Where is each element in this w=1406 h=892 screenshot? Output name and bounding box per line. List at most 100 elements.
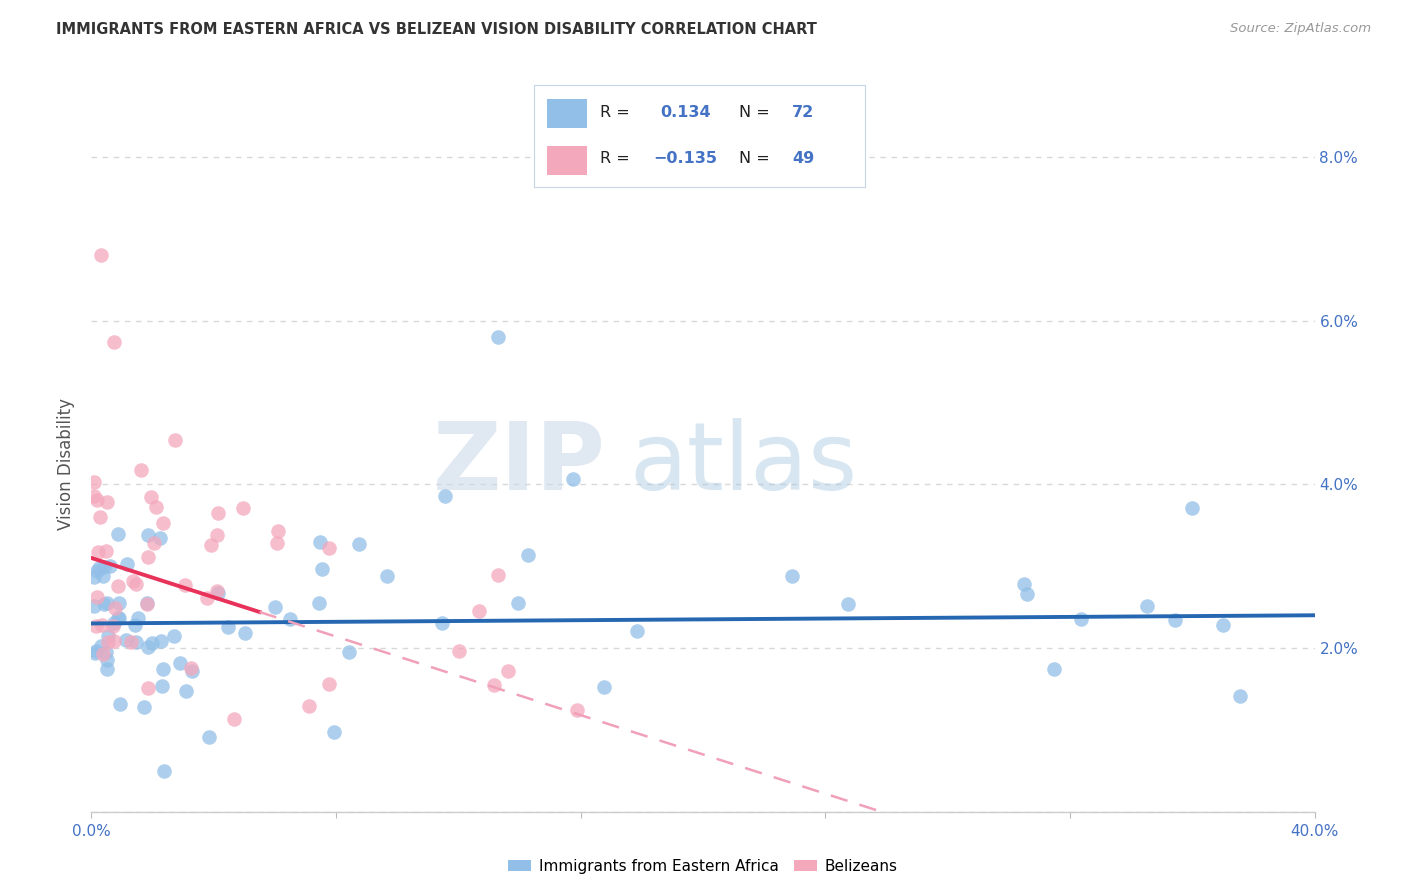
Point xyxy=(94,543,117,558)
Point xyxy=(90,248,112,262)
Point xyxy=(1229,689,1251,703)
Point xyxy=(1212,618,1234,632)
Point xyxy=(337,645,360,659)
Point xyxy=(195,591,218,605)
Point xyxy=(278,612,301,626)
Point xyxy=(90,639,112,653)
Point xyxy=(217,620,239,634)
Point xyxy=(108,610,131,624)
Point xyxy=(207,586,229,600)
Point xyxy=(232,500,254,515)
Point xyxy=(163,629,186,643)
Point xyxy=(150,679,173,693)
Point xyxy=(264,600,287,615)
Point xyxy=(83,475,105,489)
Point xyxy=(141,636,163,650)
Point xyxy=(89,509,111,524)
Text: ZIP: ZIP xyxy=(432,417,605,510)
Point xyxy=(122,574,145,589)
Point xyxy=(169,656,191,670)
Point xyxy=(84,646,107,660)
Point xyxy=(205,527,228,541)
Point xyxy=(780,568,803,582)
Point xyxy=(96,495,118,509)
Point xyxy=(174,684,197,698)
Point xyxy=(150,633,173,648)
Point xyxy=(83,489,105,503)
Point xyxy=(308,534,330,549)
Point xyxy=(626,624,648,638)
Point xyxy=(163,434,186,448)
Point xyxy=(136,528,159,542)
Text: R =: R = xyxy=(600,105,630,120)
Point xyxy=(84,619,107,633)
Point xyxy=(482,678,505,692)
Point xyxy=(375,569,398,583)
Point xyxy=(181,664,204,678)
Text: R =: R = xyxy=(600,151,630,166)
Point xyxy=(139,490,162,504)
Point xyxy=(138,681,160,696)
Point xyxy=(91,647,114,661)
Point xyxy=(117,557,139,571)
Text: 0.134: 0.134 xyxy=(659,105,710,120)
Point xyxy=(101,619,124,633)
Point xyxy=(84,644,107,658)
Text: 49: 49 xyxy=(792,151,814,166)
Legend: Immigrants from Eastern Africa, Belizeans: Immigrants from Eastern Africa, Belizean… xyxy=(502,853,904,880)
Point xyxy=(86,564,108,578)
Point xyxy=(91,617,114,632)
Point xyxy=(152,662,174,676)
Y-axis label: Vision Disability: Vision Disability xyxy=(58,398,76,530)
Point xyxy=(103,615,125,630)
Point xyxy=(180,661,202,675)
Point xyxy=(1136,599,1159,614)
Point xyxy=(96,653,118,667)
Point xyxy=(136,640,159,655)
Point xyxy=(93,560,115,574)
Point xyxy=(86,492,108,507)
Bar xyxy=(547,99,588,128)
Point xyxy=(125,576,148,591)
Point xyxy=(108,698,131,712)
Point xyxy=(311,561,333,575)
Point xyxy=(129,463,152,477)
Point xyxy=(1012,576,1035,591)
Text: IMMIGRANTS FROM EASTERN AFRICA VS BELIZEAN VISION DISABILITY CORRELATION CHART: IMMIGRANTS FROM EASTERN AFRICA VS BELIZE… xyxy=(56,22,817,37)
Point xyxy=(1163,614,1185,628)
Point xyxy=(125,635,148,649)
Point xyxy=(96,662,118,676)
Point xyxy=(308,596,330,610)
Point xyxy=(449,644,471,658)
Point xyxy=(486,568,509,582)
Point xyxy=(135,597,157,611)
Point xyxy=(1043,662,1066,676)
Point xyxy=(97,629,120,643)
Point xyxy=(152,764,174,778)
Point xyxy=(433,489,456,503)
Point xyxy=(516,548,538,562)
Point xyxy=(103,634,125,648)
Point xyxy=(837,597,859,611)
Point xyxy=(233,626,256,640)
Point xyxy=(87,545,110,559)
Point xyxy=(593,680,616,694)
Point xyxy=(430,615,453,630)
Point xyxy=(108,596,131,610)
Point xyxy=(94,645,117,659)
Point xyxy=(267,524,290,538)
Point xyxy=(103,334,125,349)
Point xyxy=(200,538,222,552)
Point xyxy=(127,611,149,625)
Point xyxy=(152,516,174,530)
Point xyxy=(149,531,172,545)
Point xyxy=(486,330,509,344)
Point xyxy=(98,558,121,573)
Text: N =: N = xyxy=(740,151,770,166)
Point xyxy=(1181,501,1204,516)
Point xyxy=(83,599,105,614)
Point xyxy=(107,611,129,625)
Point xyxy=(349,537,371,551)
Point xyxy=(86,590,108,604)
Point xyxy=(145,500,167,514)
